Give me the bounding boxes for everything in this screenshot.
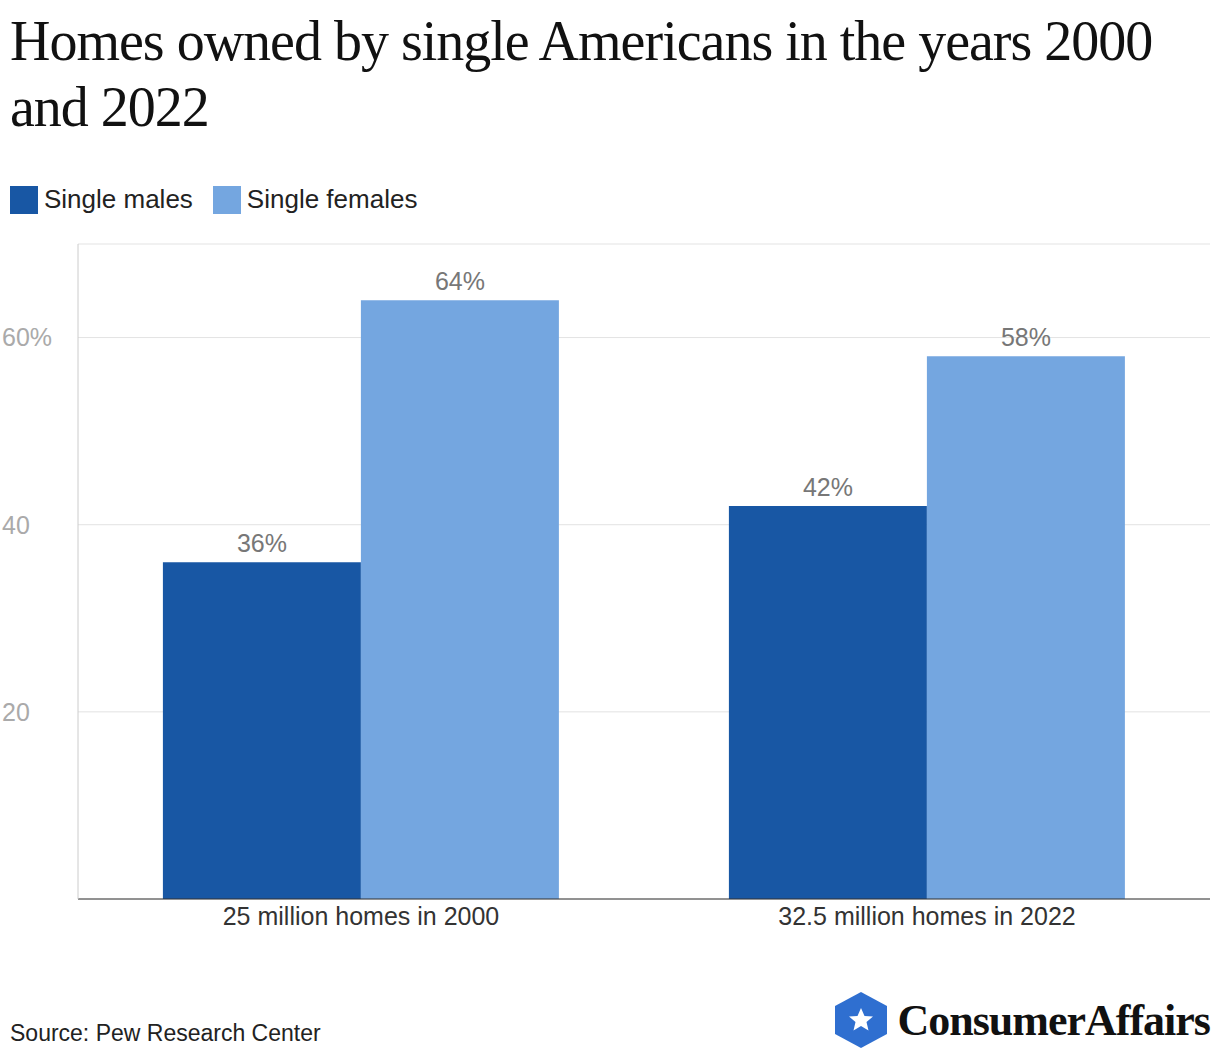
svg-text:42%: 42% (803, 473, 853, 501)
svg-text:32.5 million homes in 2022: 32.5 million homes in 2022 (778, 902, 1075, 930)
html-text:Single females: Single females (246, 184, 418, 214)
html-text:ConsumerAffairs: ConsumerAffairs (897, 995, 1210, 1045)
svg-text:40: 40 (8, 511, 30, 539)
html-text:Single males: Single males (44, 184, 193, 214)
svg-text:64%: 64% (435, 267, 485, 295)
svg-text:20: 20 (8, 698, 30, 726)
html-text:Homes owned by single American: Homes owned by single Americans in the y… (10, 10, 1153, 138)
svg-text:58%: 58% (1001, 323, 1051, 351)
svg-text:36%: 36% (237, 529, 287, 557)
svg-text:60%: 60% (8, 323, 52, 351)
html-text:Source: Pew Research Center: Source: Pew Research Center (10, 1020, 321, 1046)
svg-text:25 million homes in 2000: 25 million homes in 2000 (223, 902, 500, 930)
